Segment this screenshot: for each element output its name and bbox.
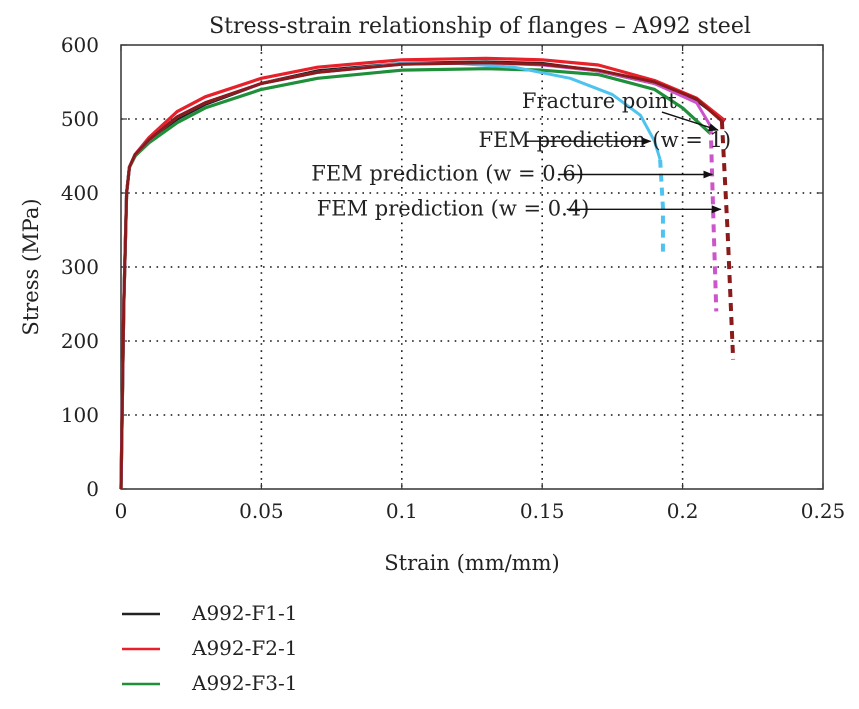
y-tick-label: 300 (61, 255, 99, 279)
x-tick-label: 0.1 (386, 499, 418, 523)
y-tick-label: 0 (86, 477, 99, 501)
series-line-fem-4 (119, 61, 712, 490)
annotation-label: FEM prediction (w = 1) (479, 128, 732, 152)
y-tick-label: 100 (61, 403, 99, 427)
legend-label: A992-F3-1 (191, 671, 297, 695)
annotation-label: FEM prediction (w = 0.4) (317, 196, 590, 220)
x-tick-label: 0.15 (520, 499, 565, 523)
series-line-fem-tail-3 (658, 159, 665, 256)
legend-label: A992-F1-1 (191, 601, 297, 625)
legend-item: A992-F2-1 (122, 636, 297, 660)
y-tick-label: 600 (61, 33, 99, 57)
legend-label: A992-F2-1 (191, 636, 297, 660)
annotation-layer: Fracture point FEM prediction (w = 1) FEM … (311, 89, 731, 220)
x-axis-label: Strain (mm/mm) (384, 551, 559, 575)
y-axis-label: Stress (MPa) (19, 198, 43, 335)
y-tick-label: 200 (61, 329, 99, 353)
series-line-a992-f1-1 (119, 60, 726, 490)
annotation-arrow (661, 111, 719, 132)
series-line-fem-5 (119, 61, 723, 490)
x-tick-label: 0.25 (801, 499, 846, 523)
x-tick-label: 0.2 (667, 499, 699, 523)
y-tick-label: 400 (61, 181, 99, 205)
x-tick-label: 0.05 (239, 499, 284, 523)
series-line-fem-tail-4 (708, 126, 719, 312)
series-line-a992-f2-1 (119, 56, 726, 490)
grid-layer (121, 45, 823, 489)
annotation-label: FEM prediction (w = 0.6) (311, 162, 584, 186)
x-tick-label: 0 (115, 499, 128, 523)
legend-item: A992-F3-1 (122, 671, 297, 695)
series-line-fem-tail-5 (719, 121, 736, 360)
y-tick-label: 500 (61, 107, 99, 131)
ticks-layer: 0 0.05 0.1 0.15 0.2 0.25 0 100 200 300 400 500 600 (61, 33, 845, 523)
legend-item: A992-F1-1 (122, 601, 297, 625)
annotation-label: Fracture point (522, 89, 677, 113)
legend: A992-F1-1 A992-F2-1 A992-F3-1 (122, 601, 297, 695)
chart-title: Stress-strain relationship of flanges – … (209, 14, 751, 39)
series-layer (119, 56, 736, 490)
